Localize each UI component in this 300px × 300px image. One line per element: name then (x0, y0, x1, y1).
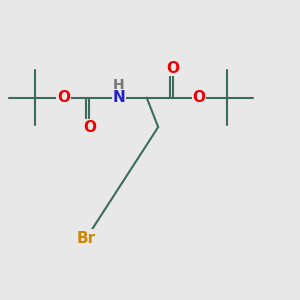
Text: N: N (112, 90, 125, 105)
Text: Br: Br (76, 231, 96, 246)
Text: O: O (83, 120, 96, 135)
Text: H: H (113, 78, 125, 92)
Text: O: O (57, 90, 70, 105)
Text: O: O (167, 61, 179, 76)
Text: O: O (193, 90, 206, 105)
